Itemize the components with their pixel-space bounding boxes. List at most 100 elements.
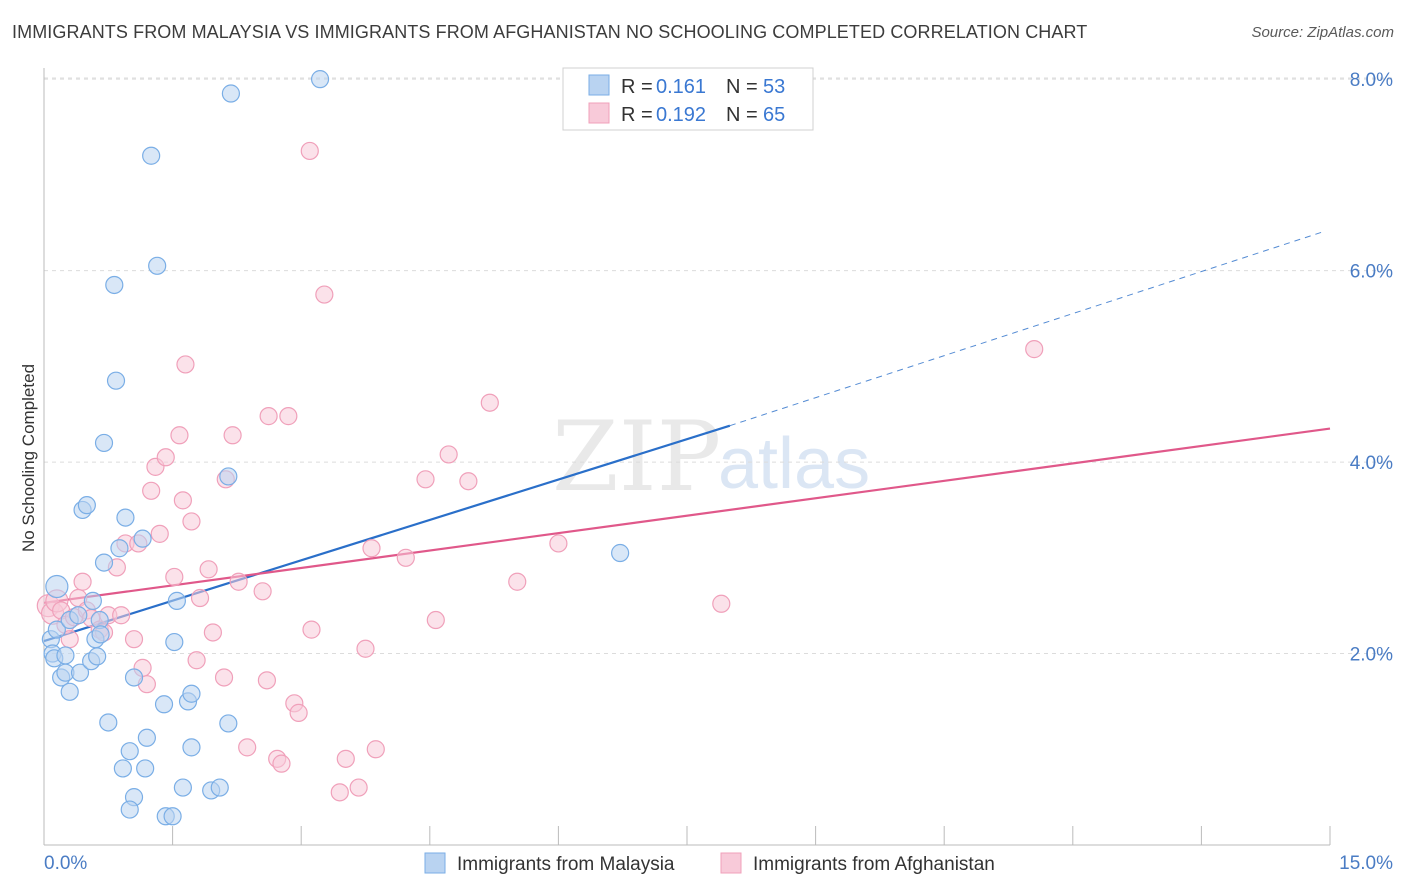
data-point-malaysia	[165, 632, 184, 652]
data-point-malaysia	[91, 625, 110, 644]
data-point-malaysia	[142, 146, 161, 165]
legend-r-label-malaysia: R =	[621, 76, 653, 98]
chart-title: IMMIGRANTS FROM MALAYSIA VS IMMIGRANTS F…	[12, 22, 1088, 42]
legend-r-label-afghanistan: R =	[621, 104, 653, 126]
bottom-legend-label-afghanistan: Immigrants from Afghanistan	[753, 854, 995, 875]
data-point-afghanistan	[549, 534, 568, 553]
data-point-malaysia	[182, 738, 201, 757]
data-point-afghanistan	[176, 355, 195, 374]
data-point-afghanistan	[362, 539, 381, 558]
data-point-afghanistan	[1025, 340, 1044, 359]
data-point-malaysia	[163, 807, 182, 826]
data-point-malaysia	[173, 778, 192, 797]
data-point-malaysia	[116, 508, 135, 527]
data-point-malaysia	[120, 742, 139, 761]
data-point-afghanistan	[508, 572, 527, 591]
y-tick-label: 8.0%	[1350, 70, 1393, 91]
data-point-afghanistan	[190, 588, 210, 608]
trend-extension-malaysia	[729, 231, 1322, 427]
data-point-malaysia	[210, 778, 229, 797]
data-point-afghanistan	[366, 740, 385, 759]
data-point-malaysia	[45, 574, 69, 599]
data-point-malaysia	[182, 684, 201, 703]
data-point-afghanistan	[330, 783, 349, 802]
bottom-legend-swatch-malaysia	[424, 852, 446, 874]
y-tick-labels: 2.0% 4.0% 6.0% 8.0%	[1350, 70, 1393, 665]
x-tick-label: 15.0%	[1339, 853, 1393, 874]
data-point-afghanistan	[257, 671, 277, 690]
legend-n-value-afghanistan: 65	[763, 104, 785, 126]
data-point-afghanistan	[426, 610, 445, 630]
legend-r-value-afghanistan: 0.192	[656, 104, 706, 126]
data-point-malaysia	[70, 663, 90, 682]
watermark-atlas: atlas	[718, 424, 870, 504]
series-legend: Immigrants from Malaysia Immigrants from…	[424, 852, 995, 875]
data-point-afghanistan	[253, 582, 272, 601]
data-point-malaysia	[219, 714, 238, 733]
data-point-afghanistan	[336, 749, 355, 768]
data-point-afghanistan	[459, 472, 478, 491]
data-point-afghanistan	[165, 567, 184, 587]
data-point-malaysia	[133, 529, 152, 548]
data-point-afghanistan	[480, 393, 499, 412]
data-point-afghanistan	[150, 524, 169, 543]
data-point-afghanistan	[396, 548, 415, 567]
bottom-legend-swatch-afghanistan	[720, 852, 742, 874]
data-point-malaysia	[154, 695, 174, 714]
data-point-malaysia	[94, 433, 114, 453]
data-point-malaysia	[88, 647, 107, 666]
data-point-afghanistan	[279, 407, 298, 426]
legend-swatch-malaysia	[588, 74, 610, 96]
data-point-malaysia	[124, 668, 144, 687]
data-point-malaysia	[219, 467, 238, 486]
data-point-malaysia	[136, 759, 155, 778]
data-point-malaysia	[60, 682, 79, 701]
data-point-afghanistan	[356, 639, 375, 658]
data-point-afghanistan	[259, 407, 278, 426]
data-point-afghanistan	[712, 594, 731, 613]
trend-line-malaysia	[43, 424, 731, 643]
data-point-afghanistan	[203, 623, 222, 642]
data-point-afghanistan	[214, 668, 234, 687]
data-point-malaysia	[105, 275, 124, 295]
data-point-afghanistan	[182, 512, 201, 531]
data-point-malaysia	[99, 713, 118, 732]
data-point-malaysia	[310, 70, 330, 89]
y-tick-label: 4.0%	[1350, 453, 1393, 474]
data-point-afghanistan	[289, 703, 308, 722]
data-point-afghanistan	[238, 738, 257, 757]
data-point-malaysia	[148, 256, 167, 275]
source-credit: Source: ZipAtlas.com	[1251, 24, 1394, 41]
data-point-malaysia	[83, 591, 102, 610]
data-point-afghanistan	[112, 606, 131, 625]
data-point-afghanistan	[124, 630, 144, 649]
data-points	[36, 70, 1044, 826]
y-axis-label: No Schooling Completed	[19, 364, 38, 552]
trend-lines	[43, 231, 1331, 643]
data-point-malaysia	[221, 84, 240, 103]
data-point-malaysia	[106, 371, 126, 390]
data-point-afghanistan	[302, 620, 321, 639]
watermark: ZIP atlas	[552, 401, 870, 513]
data-point-malaysia	[77, 496, 96, 515]
data-point-malaysia	[113, 759, 132, 778]
data-point-malaysia	[69, 606, 88, 625]
data-point-afghanistan	[349, 778, 368, 797]
data-point-malaysia	[137, 728, 156, 747]
legend-r-value-malaysia: 0.161	[656, 76, 706, 98]
data-point-afghanistan	[229, 572, 248, 591]
data-point-afghanistan	[439, 445, 458, 464]
data-point-afghanistan	[300, 141, 319, 161]
y-tick-label: 2.0%	[1350, 645, 1393, 666]
legend-swatch-afghanistan	[588, 102, 610, 124]
data-point-afghanistan	[315, 285, 334, 304]
data-point-afghanistan	[156, 448, 175, 467]
legend-n-label-afghanistan: N =	[726, 104, 758, 126]
data-point-afghanistan	[272, 754, 291, 773]
data-point-malaysia	[56, 646, 75, 665]
data-point-malaysia	[110, 539, 129, 558]
data-point-afghanistan	[187, 651, 206, 670]
x-ticks	[172, 826, 1331, 845]
data-point-malaysia	[94, 553, 114, 572]
